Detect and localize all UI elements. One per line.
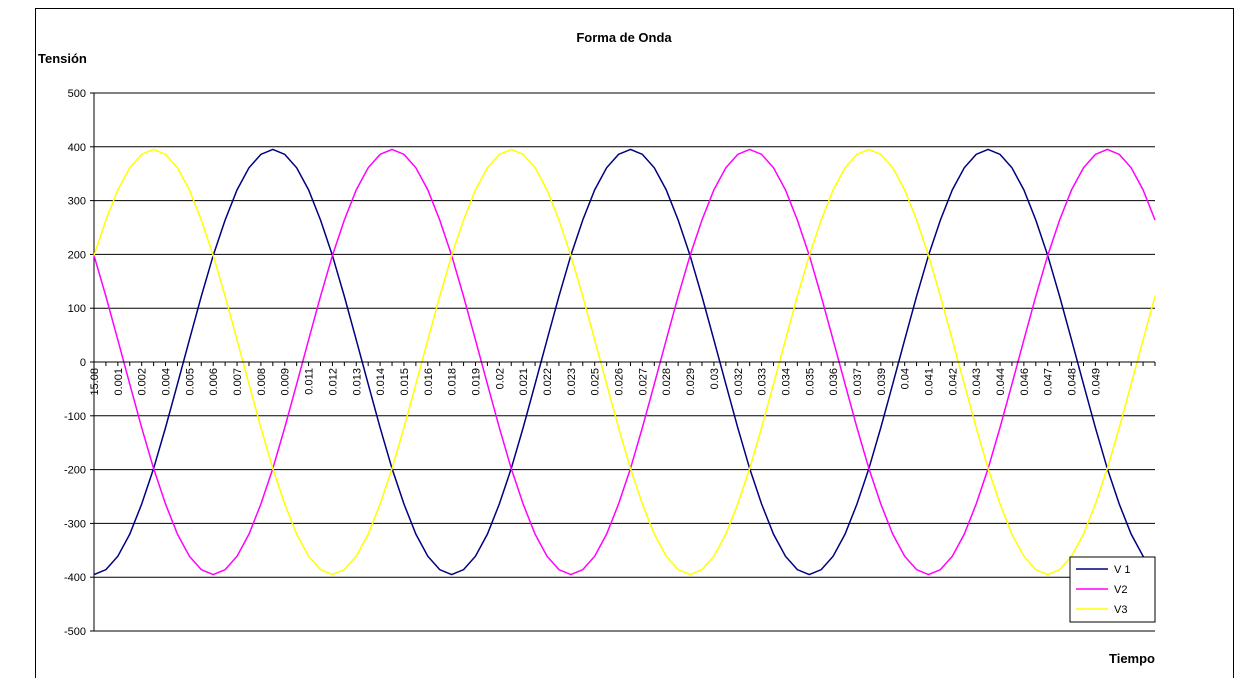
x-tick-label: 0.022 [542, 368, 554, 396]
x-tick-label: 0.019 [470, 368, 482, 396]
x-tick-label: 0.014 [375, 368, 387, 396]
x-tick-label: 0.004 [161, 368, 173, 396]
x-tick-label: 0.013 [351, 368, 363, 396]
x-tick-label: 0.034 [780, 368, 792, 396]
y-tick-label: -400 [64, 572, 86, 584]
x-tick-label: 0.018 [447, 368, 459, 396]
x-tick-label: 0.012 [327, 368, 339, 396]
x-tick-label: 0.044 [995, 368, 1007, 396]
x-tick-label: 0.011 [304, 368, 316, 395]
y-tick-label: 300 [68, 196, 86, 208]
x-tick-label: 0.008 [256, 368, 268, 396]
y-tick-label: -100 [64, 411, 86, 423]
x-tick-label: 0.025 [590, 368, 602, 396]
x-tick-label: 0.016 [423, 368, 435, 396]
legend-label: V 1 [1114, 564, 1131, 576]
y-axis-label: Tensión [38, 51, 87, 66]
x-tick-label: 0.002 [137, 368, 149, 396]
x-tick-label: 15.08 [89, 368, 101, 396]
x-tick-label: 0.043 [971, 368, 983, 396]
x-tick-label: 0.03 [709, 368, 721, 389]
x-tick-label: 0.027 [637, 368, 649, 396]
x-tick-label: 0.021 [518, 368, 530, 396]
x-tick-label: 0.049 [1090, 368, 1102, 396]
x-tick-label: 0.047 [1043, 368, 1055, 396]
x-axis-label: Tiempo [1109, 651, 1155, 666]
series-line [93, 148, 1156, 576]
x-tick-label: 0.015 [399, 368, 411, 396]
x-tick-label: 0.032 [733, 368, 745, 396]
y-tick-label: 500 [68, 88, 86, 100]
y-tick-label: 400 [68, 142, 86, 154]
x-tick-label: 0.035 [804, 368, 816, 396]
x-tick-label: 0.042 [947, 368, 959, 396]
y-tick-label: 0 [80, 357, 86, 369]
x-tick-label: 0.046 [1019, 368, 1031, 396]
legend-label: V2 [1114, 584, 1127, 596]
x-tick-label: 0.006 [208, 368, 220, 396]
x-tick-label: 0.039 [876, 368, 888, 396]
x-tick-label: 0.026 [614, 368, 626, 396]
x-tick-label: 0.007 [232, 368, 244, 396]
x-tick-label: 0.023 [566, 368, 578, 396]
x-tick-label: 0.029 [685, 368, 697, 396]
y-tick-label: -300 [64, 518, 86, 530]
chart-title: Forma de Onda [576, 30, 672, 45]
x-tick-label: 0.001 [113, 368, 125, 396]
y-tick-label: 100 [68, 303, 86, 315]
legend-label: V3 [1114, 604, 1127, 616]
x-tick-label: 0.009 [280, 368, 292, 396]
x-tick-label: 0.02 [494, 368, 506, 389]
series-line [93, 148, 1156, 576]
series-line [93, 148, 1156, 576]
x-tick-label: 0.048 [1067, 368, 1079, 396]
y-tick-label: 200 [68, 249, 86, 261]
x-tick-label: 0.033 [757, 368, 769, 396]
x-tick-label: 0.028 [661, 368, 673, 396]
x-tick-label: 0.04 [900, 368, 912, 389]
x-tick-label: 0.005 [184, 368, 196, 396]
y-tick-label: -500 [64, 626, 86, 638]
x-tick-label: 0.036 [828, 368, 840, 396]
y-tick-label: -200 [64, 465, 86, 477]
x-tick-label: 0.041 [923, 368, 935, 396]
x-tick-label: 0.037 [852, 368, 864, 396]
